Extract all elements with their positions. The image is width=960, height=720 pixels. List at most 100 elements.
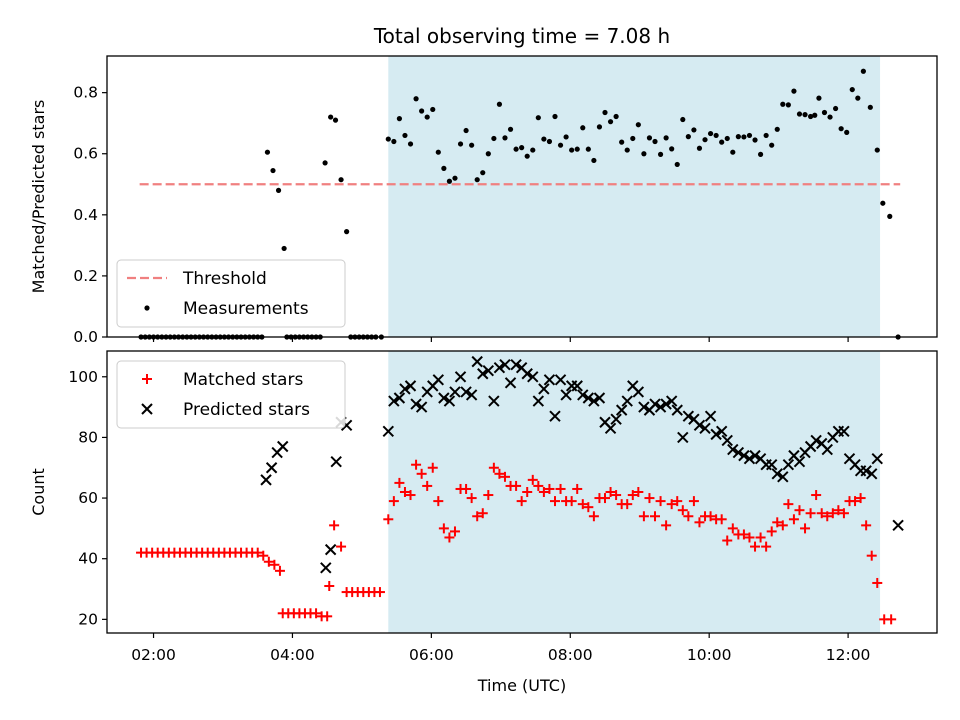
matched-point <box>549 496 560 507</box>
predicted-point <box>438 392 450 404</box>
matched-point <box>805 508 816 519</box>
measurement-point <box>469 142 475 148</box>
predicted-point <box>449 386 461 398</box>
measurement-point <box>735 134 741 140</box>
predicted-point <box>821 443 833 456</box>
legend: Matched stars Predicted stars <box>116 360 346 429</box>
measurement-point <box>663 135 669 141</box>
predicted-point <box>810 434 822 447</box>
measurement-point <box>855 95 861 101</box>
matched-point <box>688 496 699 507</box>
predicted-point <box>715 425 728 438</box>
predicted-point <box>499 358 511 371</box>
predicted-point <box>721 434 733 447</box>
predicted-point <box>671 404 683 416</box>
legend-matched-swatch <box>142 374 152 384</box>
measurement-point <box>780 101 786 107</box>
measurement-point <box>752 137 758 143</box>
measurement-point <box>264 149 271 155</box>
measurement-point <box>802 112 808 118</box>
predicted-point <box>632 386 645 398</box>
matched-point <box>833 505 844 516</box>
measurement-point <box>519 145 525 151</box>
matched-point <box>427 462 438 473</box>
measurement-point <box>880 200 886 206</box>
measurement-point <box>496 101 503 107</box>
measurement-point <box>541 136 547 142</box>
matched-point <box>777 520 788 531</box>
predicted-point <box>538 383 550 395</box>
predicted-point <box>410 398 422 410</box>
matched-point <box>622 499 633 510</box>
predicted-point <box>571 380 583 392</box>
matched-point <box>577 499 588 510</box>
measurement-point <box>552 113 558 120</box>
measurement-point <box>887 213 893 219</box>
matched-point <box>722 535 733 546</box>
predicted-point <box>765 459 778 471</box>
matched-point <box>811 490 822 501</box>
measurement-point <box>446 178 453 184</box>
predicted-point <box>330 455 342 468</box>
predicted-point <box>260 474 272 486</box>
measurement-point <box>591 157 597 164</box>
measurement-point <box>396 116 403 122</box>
matched-point <box>750 541 761 552</box>
matched-point <box>336 541 347 552</box>
measurement-point <box>332 117 339 123</box>
predicted-point <box>443 395 456 407</box>
predicted-point <box>560 389 572 401</box>
matched-point <box>483 490 494 501</box>
predicted-point <box>582 392 595 404</box>
measurement-point <box>741 134 747 140</box>
predicted-point <box>477 368 489 380</box>
predicted-point <box>324 543 337 556</box>
matched-point <box>544 483 555 494</box>
axes-frame <box>106 350 938 634</box>
predicted-point <box>460 386 472 398</box>
matched-point <box>744 532 755 543</box>
measurement-point <box>328 114 334 120</box>
measurement-point <box>816 95 822 101</box>
matched-point <box>477 508 488 519</box>
legend: Threshold Measurements <box>116 259 346 328</box>
matched-point <box>755 532 766 543</box>
matched-point <box>444 532 455 543</box>
predicted-point <box>432 374 445 386</box>
matched-point <box>466 493 477 504</box>
matched-point <box>488 462 499 473</box>
matched-point <box>472 511 483 522</box>
matched-point <box>399 487 410 497</box>
matched-point <box>861 520 872 531</box>
measurement-point <box>424 114 430 120</box>
matched-point <box>677 505 688 516</box>
measurement-point <box>563 134 569 140</box>
matched-point <box>605 487 616 497</box>
matched-point <box>388 496 399 507</box>
measurement-point <box>724 135 730 142</box>
measurement-point <box>827 114 833 120</box>
measurement-point <box>485 151 491 157</box>
y-tick-label: 100 <box>68 368 98 386</box>
matched-point <box>661 520 672 531</box>
predicted-point <box>610 413 622 425</box>
x-tick-label: 12:00 <box>826 646 871 664</box>
matched-point <box>800 523 811 534</box>
matched-point <box>411 459 422 470</box>
matched-point <box>600 493 610 504</box>
matched-point <box>572 483 583 494</box>
measurement-point <box>619 139 625 145</box>
measurement-point <box>452 175 458 181</box>
measurement-point <box>874 147 880 153</box>
matched-point <box>329 520 340 531</box>
matched-point <box>766 526 777 537</box>
measurement-point <box>535 115 541 121</box>
measurement-point <box>657 151 664 157</box>
measurement-point <box>385 136 391 142</box>
y-axis-label: Count <box>29 468 48 516</box>
measurement-point <box>791 88 797 94</box>
measurement-point <box>821 109 828 116</box>
matched-point <box>538 487 549 497</box>
y-tick-label: 0.2 <box>73 267 98 285</box>
